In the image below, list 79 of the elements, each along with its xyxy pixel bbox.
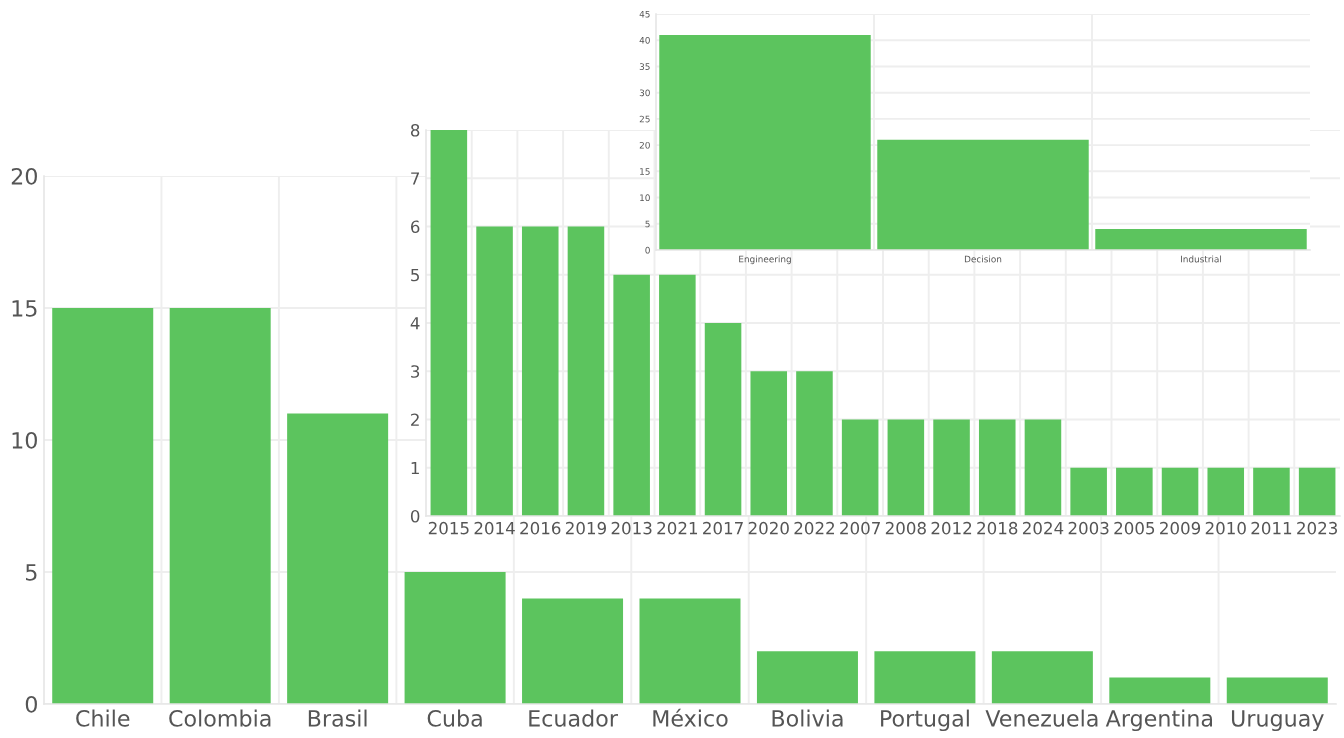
bar	[1161, 467, 1199, 516]
x-tick-label: Cuba	[427, 709, 482, 727]
x-tick-label: Portugal	[881, 709, 969, 732]
y-tick-label: 0	[410, 509, 420, 523]
bar	[874, 651, 976, 704]
bar	[659, 34, 871, 250]
bar	[796, 371, 833, 516]
bar	[404, 572, 506, 704]
x-tick-label: 2009	[1160, 521, 1201, 535]
bar	[1109, 677, 1211, 704]
x-tick-label: Uruguay	[1231, 710, 1324, 732]
y-tick-label: 7	[411, 172, 420, 185]
bar	[1253, 467, 1290, 516]
x-tick-label: Argentina	[1105, 709, 1212, 732]
bar	[476, 226, 513, 516]
bar	[1207, 467, 1245, 516]
x-tick-label: 2024	[1022, 521, 1064, 535]
bar	[887, 419, 925, 516]
y-tick-label: 15	[12, 300, 37, 317]
y-tick-label: 8	[410, 123, 420, 137]
x-tick-label: Colombia	[169, 709, 271, 727]
bar	[659, 274, 696, 516]
x-tick-label: 2019	[565, 521, 606, 535]
bar	[750, 371, 788, 516]
x-tick-label: Venezuela	[985, 709, 1098, 727]
bar	[704, 323, 742, 516]
y-tick-label: 20	[11, 167, 37, 185]
bar	[52, 308, 154, 704]
y-tick-label: 3	[411, 365, 420, 378]
x-tick-label: 2007	[840, 521, 880, 535]
x-tick-label: México	[653, 708, 728, 727]
x-tick-label: 2010	[1205, 521, 1246, 535]
y-tick-label: 6	[411, 220, 420, 234]
bar	[613, 274, 650, 516]
bar	[1095, 229, 1307, 250]
x-tick-label: 2014	[474, 521, 515, 535]
x-tick-label: Brasil	[308, 709, 367, 727]
bar	[1024, 419, 1062, 516]
x-tick-label: 2023	[1297, 521, 1338, 535]
y-tick-label: 5	[26, 564, 37, 581]
x-tick-label: 2005	[1114, 521, 1155, 535]
bar	[1116, 467, 1153, 516]
x-tick-label: 2013	[611, 521, 652, 535]
x-tick-label: 2011	[1251, 521, 1292, 535]
x-tick-label: 2008	[885, 521, 926, 535]
bar	[430, 130, 468, 516]
bar	[991, 651, 1093, 704]
bar	[521, 226, 559, 516]
bar	[1298, 467, 1336, 516]
bar	[1226, 677, 1328, 704]
x-tick-label: 2003	[1068, 521, 1109, 535]
y-tick-label: 10	[12, 431, 37, 449]
x-tick-label: Ecuador	[529, 709, 618, 727]
y-tick-label: 0	[25, 695, 37, 713]
x-tick-label: 2016	[520, 521, 561, 535]
y-tick-label: 4	[410, 317, 420, 330]
x-tick-label: 2017	[703, 521, 743, 535]
x-tick-label: 2020	[748, 521, 789, 535]
bar	[1070, 467, 1107, 516]
bar	[287, 413, 389, 704]
x-tick-label: 2012	[931, 521, 972, 535]
x-tick-label: Chile	[76, 709, 130, 727]
bar	[933, 419, 970, 516]
bar	[567, 226, 605, 516]
bar	[639, 598, 741, 704]
y-tick-label: 1	[411, 461, 419, 475]
x-tick-label: 2022	[794, 521, 834, 535]
bar	[169, 308, 271, 704]
x-tick-label: Bolivia	[772, 709, 843, 727]
bar	[756, 651, 858, 704]
bar	[978, 419, 1016, 516]
y-tick-label: 2	[411, 413, 419, 426]
y-tick-label: 5	[411, 268, 419, 282]
x-tick-label: 2018	[977, 521, 1018, 535]
x-tick-label: 2021	[657, 521, 698, 535]
x-tick-label: 2015	[428, 521, 469, 535]
bar	[841, 419, 879, 516]
bar	[877, 139, 1089, 250]
bar	[522, 598, 624, 704]
